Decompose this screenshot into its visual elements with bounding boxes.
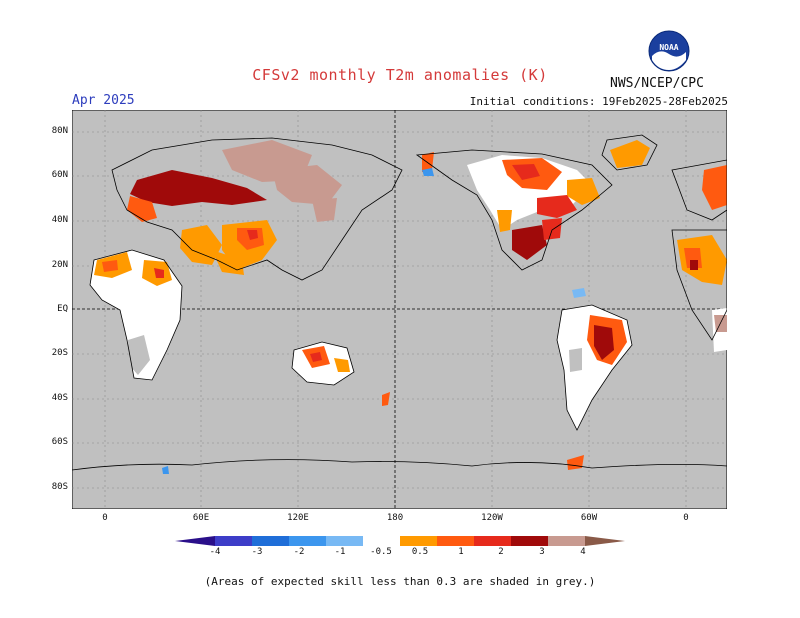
skill-footnote: (Areas of expected skill less than 0.3 a…	[204, 575, 596, 588]
lat-label: 40S	[51, 393, 68, 403]
lon-label: 0	[683, 513, 689, 523]
lon-label: 180	[386, 513, 404, 523]
colorbar-label: 4	[580, 547, 586, 557]
colorbar-swatch	[400, 536, 437, 546]
colorbar-label: 2	[498, 547, 504, 557]
colorbar-swatch	[511, 536, 548, 546]
colorbar-label: -3	[251, 547, 263, 557]
colorbar-swatch	[548, 536, 585, 546]
lat-label: 60N	[51, 170, 68, 180]
anomaly-patches	[90, 140, 727, 474]
coastlines	[72, 134, 727, 471]
colorbar-min-arrow	[175, 536, 215, 546]
colorbar	[175, 536, 625, 546]
colorbar-swatch	[252, 536, 289, 546]
lon-label: 60E	[192, 513, 210, 523]
lat-label: 80S	[51, 482, 68, 492]
lat-label: 80N	[51, 126, 68, 136]
lat-label: 40N	[51, 215, 68, 225]
lat-label: EQ	[57, 304, 68, 314]
colorbar-swatch	[474, 536, 511, 546]
agency-label: NWS/NCEP/CPC	[610, 76, 704, 91]
colorbar-label: -1	[334, 547, 346, 557]
colorbar-label: -4	[209, 547, 221, 557]
colorbar-swatch	[326, 536, 363, 546]
lon-label: 120E	[287, 513, 309, 523]
colorbar-max-arrow	[585, 536, 625, 546]
colorbar-label: -2	[293, 547, 305, 557]
anomaly-map	[72, 110, 727, 509]
lat-label: 20S	[51, 348, 68, 358]
map-title: CFSv2 monthly T2m anomalies (K)	[252, 66, 548, 84]
colorbar-label: 0.5	[411, 547, 429, 557]
colorbar-label: -0.5	[370, 547, 392, 557]
noaa-logo: NOAA	[648, 30, 690, 72]
lon-label: 60W	[580, 513, 598, 523]
lon-label: 120W	[481, 513, 503, 523]
colorbar-swatch	[289, 536, 326, 546]
colorbar-swatch	[437, 536, 474, 546]
colorbar-swatch	[215, 536, 252, 546]
colorbar-swatch	[363, 536, 400, 546]
colorbar-label: 1	[458, 547, 464, 557]
initial-conditions: Initial conditions: 19Feb2025-28Feb2025	[469, 95, 728, 108]
colorbar-label: 3	[539, 547, 545, 557]
forecast-month: Apr 2025	[72, 93, 135, 108]
lat-label: 20N	[51, 260, 68, 270]
logo-text: NOAA	[659, 43, 678, 52]
lon-label: 0	[102, 513, 108, 523]
lat-label: 60S	[51, 437, 68, 447]
